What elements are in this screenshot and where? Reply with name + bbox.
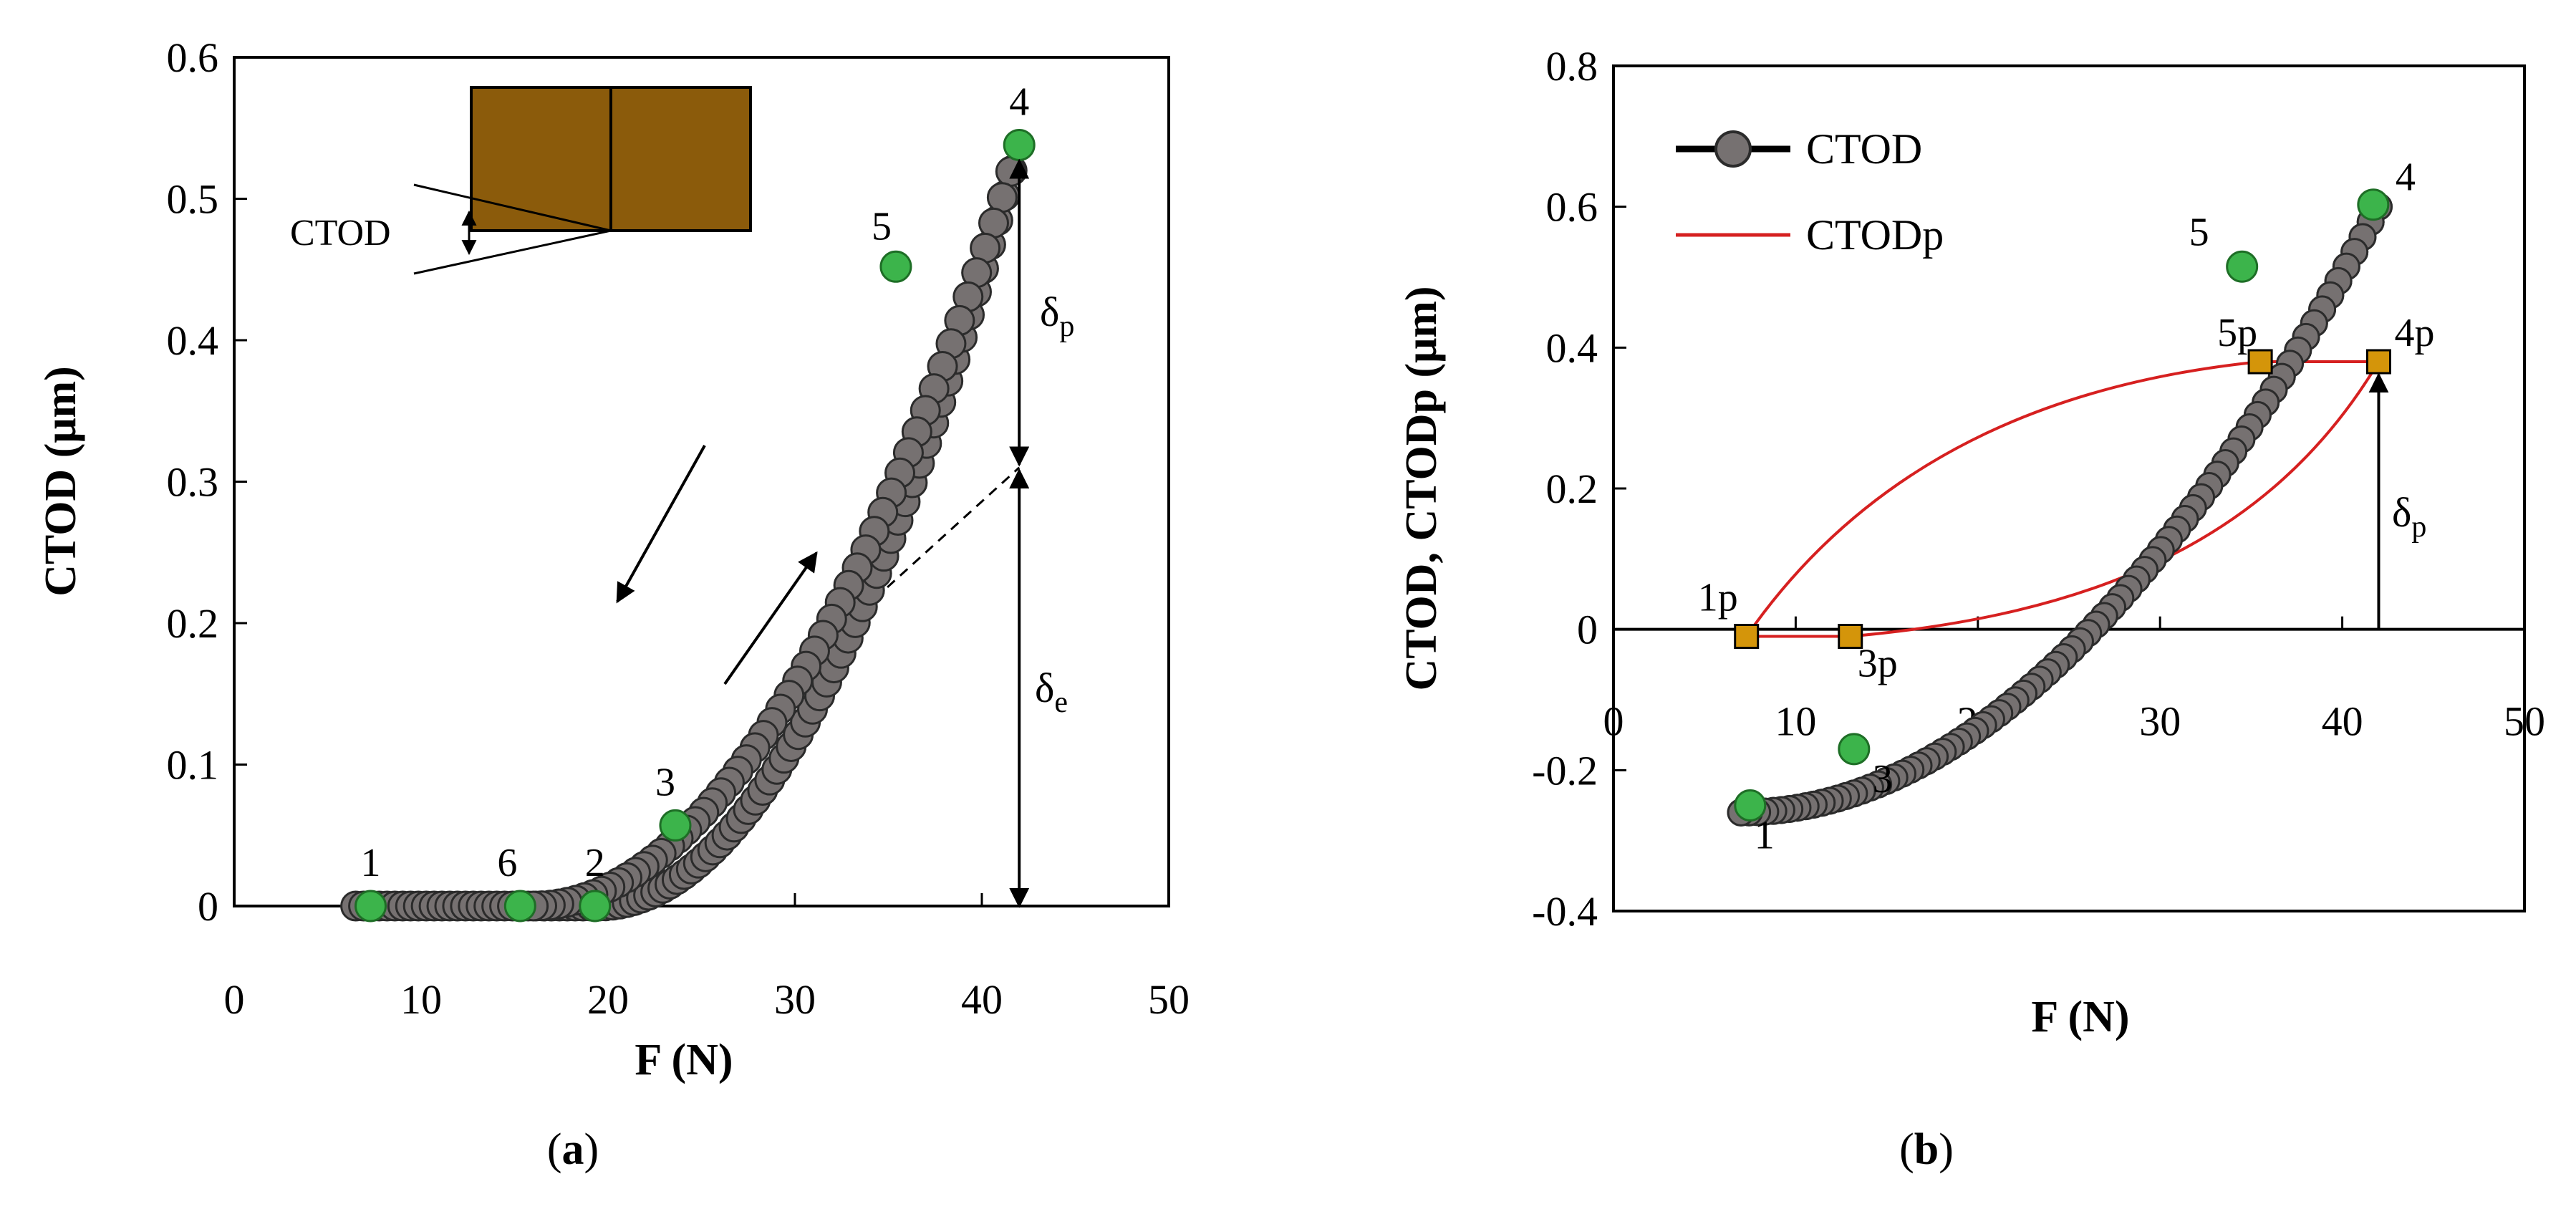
delta-e-label-a: δe <box>1035 665 1068 719</box>
key-point-label-5: 5 <box>872 204 892 249</box>
ctodp-label-5p: 5p <box>2217 311 2257 355</box>
ctod-curve-a <box>340 129 1035 922</box>
y-tick-label: 0.6 <box>1546 184 1598 231</box>
x-tick-label: 40 <box>961 976 1003 1023</box>
key-points-a: 1 6 2 3 5 4 <box>354 80 1036 923</box>
y-tick-label: 0.2 <box>167 600 219 647</box>
plot-frame-b <box>1612 64 2526 912</box>
key-point-5 <box>879 250 912 283</box>
x-tick-label: 30 <box>2139 698 2181 745</box>
key-point-label-4: 4 <box>2396 155 2416 200</box>
key-point-label-5: 5 <box>2189 210 2209 254</box>
legend-ctod-marker <box>1714 130 1752 168</box>
ctod-data-point <box>995 155 1026 187</box>
legend-b: CTOD CTODp <box>1676 125 1944 259</box>
legend-ctod-label: CTOD <box>1806 125 1922 173</box>
key-point-2 <box>579 890 612 923</box>
y-tick-label: 0.2 <box>1546 466 1598 512</box>
ctodp-line <box>1745 360 2382 638</box>
key-point-label-3: 3 <box>655 760 675 804</box>
delta-p-label-a: δp <box>1040 289 1074 343</box>
key-point-4 <box>1003 128 1036 161</box>
panel-label-b: (b) <box>1899 1125 1954 1174</box>
x-ticks-a: 0 10 20 30 40 50 <box>224 893 1190 1023</box>
x-tick-label: 10 <box>400 976 442 1023</box>
specimen-block-right <box>609 86 752 232</box>
ctodp-label-3p: 3p <box>1858 642 1898 686</box>
x-tick-label: 40 <box>2322 698 2363 745</box>
key-points-b: 1 3 5 4 <box>1734 155 2416 858</box>
x-axis-title-a: F (N) <box>635 1036 733 1084</box>
x-tick-label: 0 <box>224 976 245 1023</box>
x-tick-label: 20 <box>587 976 629 1023</box>
y-ticks-a: 0 0.1 0.2 0.3 0.4 0.5 0.6 <box>167 34 247 930</box>
crack-flank-upper <box>413 183 612 232</box>
key-point-label-3: 3 <box>1873 757 1893 801</box>
y-tick-label: 0.1 <box>167 742 219 789</box>
x-tick-label: 50 <box>2504 698 2545 745</box>
key-point-4 <box>2357 188 2390 221</box>
key-point-3 <box>1838 733 1871 766</box>
key-point-5 <box>2226 250 2259 283</box>
ctodp-markers: 1p 3p 4p 5p <box>1698 311 2435 686</box>
y-tick-label: -0.2 <box>1532 747 1598 794</box>
ctodp-marker-5p <box>2247 349 2273 375</box>
ctodp-marker-1p <box>1734 624 1760 649</box>
ctodp-label-4p: 4p <box>2394 311 2434 355</box>
key-point-1 <box>1734 789 1767 822</box>
crack-flank-lower <box>413 229 612 275</box>
loading-direction-arrow <box>723 551 818 685</box>
y-axis-title-a: CTOD (μm) <box>37 366 85 597</box>
y-tick-label: 0.8 <box>1546 43 1598 90</box>
y-ticks-b: -0.4-0.200.20.40.60.8 <box>1532 43 1626 935</box>
x-tick-label: 50 <box>1148 976 1190 1023</box>
ctodp-curve <box>1745 360 2382 638</box>
x-axis-title-b: F (N) <box>2031 993 2129 1041</box>
ctod-curve-b <box>1727 193 2393 827</box>
y-tick-label: 0.5 <box>167 176 219 223</box>
y-tick-label: 0.3 <box>167 459 219 506</box>
x-tick-label: 10 <box>1775 698 1816 745</box>
legend-ctodp-label: CTODp <box>1806 211 1944 259</box>
y-tick-label: 0.6 <box>167 34 219 81</box>
x-tick-label: 0 <box>1603 698 1624 745</box>
inset-ctod-label: CTOD <box>290 213 391 254</box>
y-axis-title-b: CTOD, CTODp (μm) <box>1397 286 1446 690</box>
ctodp-marker-3p <box>1838 624 1863 649</box>
y-tick-label: 0 <box>1577 607 1598 653</box>
key-point-1 <box>354 890 387 923</box>
y-tick-label: -0.4 <box>1532 888 1598 935</box>
x-tick-label: 30 <box>774 976 816 1023</box>
ctod-data-point <box>986 182 1018 213</box>
key-point-label-1: 1 <box>1755 814 1775 858</box>
ctodp-marker-4p <box>2365 349 2391 375</box>
key-point-6 <box>503 890 536 923</box>
crack-schematic-inset: CTOD <box>290 86 752 275</box>
y-tick-label: 0 <box>198 883 218 930</box>
key-point-label-1: 1 <box>361 841 381 885</box>
key-point-label-2: 2 <box>585 841 605 885</box>
panel-a: 0 0.1 0.2 0.3 0.4 0.5 0.6 0 10 20 30 40 50 CTOD 1 6 2… <box>37 34 1190 1174</box>
panel-label-a: (a) <box>547 1125 599 1174</box>
y-tick-label: 0.4 <box>167 317 219 364</box>
key-point-3 <box>659 809 692 842</box>
specimen-block-left <box>470 86 612 232</box>
delta-p-label-b: δp <box>2392 489 2426 544</box>
key-point-label-6: 6 <box>497 841 517 885</box>
y-tick-label: 0.4 <box>1546 324 1598 371</box>
ctodp-label-1p: 1p <box>1698 576 1738 620</box>
key-point-label-4: 4 <box>1009 80 1029 124</box>
unloading-direction-arrow <box>616 445 706 604</box>
